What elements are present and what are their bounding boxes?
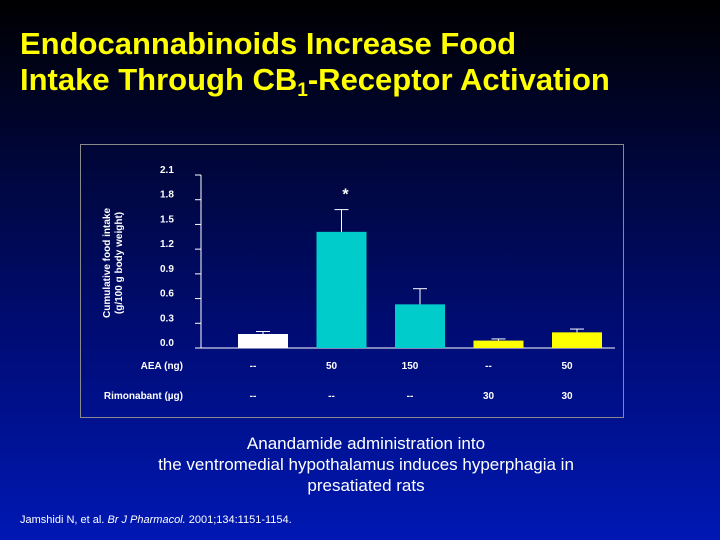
bar [395,304,445,348]
bar [238,333,288,348]
y-tick-label: 0.0 [160,338,174,349]
y-tick-label: 0.3 [160,313,174,324]
aea-dose-value: -- [250,361,257,372]
significance-marker: * [342,187,349,204]
bar [316,231,367,348]
title-line-1: Endocannabinoids Increase Food [20,26,517,61]
aea-dose-value: 50 [561,361,573,372]
y-tick-label: 1.8 [160,190,174,201]
rimonabant-dose-value: 30 [561,391,573,402]
citation: Jamshidi N, et al. Br J Pharmacol. 2001;… [20,514,292,526]
aea-dose-value: 150 [402,361,419,372]
rimonabant-dose-value: 30 [483,391,495,402]
aea-dose-value: 50 [326,361,338,372]
rimonabant-dose-value: -- [407,391,414,402]
row-label-aea: AEA (ng) [141,361,183,372]
caption-line-1: Anandamide administration into [246,434,486,453]
y-axis-label-line-2: (g/100 g body weight) [114,212,125,314]
rimonabant-dose-value: -- [250,391,257,402]
y-tick-label: 1.2 [160,239,174,250]
citation-details: 2001;134:1151-1154. [188,514,292,526]
title-subscript: 1 [297,80,308,101]
y-axis-label-line-1: Cumulative food intake [102,208,113,318]
citation-journal: Br J Pharmacol. [107,514,186,526]
bar [473,340,524,348]
title-line-2: Intake Through CB1-Receptor Activation [20,62,610,101]
y-tick-label: 0.6 [160,289,174,300]
row-label-rimonabant: Rimonabant (µg) [104,391,183,402]
food-intake-bar-chart: 0.0 0.3 0.6 0.9 1.2 1.5 1.8 2.1 Cumulative food … [102,165,615,402]
y-tick-label: 1.5 [160,214,174,225]
title-line-2-suffix: -Receptor Activation [307,62,610,97]
caption-line-2: the ventromedial hypothalamus induces hy… [158,455,574,474]
slide-title: Endocannabinoids Increase Food Intake Th… [20,26,610,101]
chart-panel [80,144,624,418]
y-tick-label: 0.9 [160,264,174,275]
aea-dose-value: -- [485,361,492,372]
y-tick-label: 2.1 [160,165,174,176]
caption-line-3: presatiated rats [307,476,425,495]
slide-caption: Anandamide administration into the ventr… [60,433,672,496]
citation-authors: Jamshidi N, et al. [20,514,105,526]
title-line-2-prefix: Intake Through CB [20,62,298,97]
bar [552,332,602,348]
rimonabant-dose-value: -- [328,391,335,402]
